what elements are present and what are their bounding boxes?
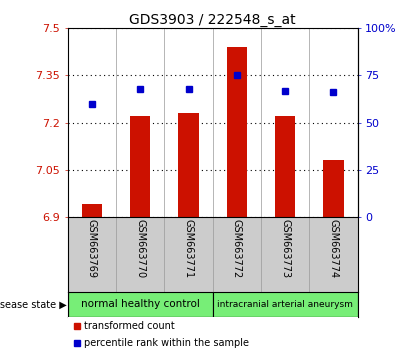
Text: intracranial arterial aneurysm: intracranial arterial aneurysm <box>217 300 353 309</box>
Text: disease state ▶: disease state ▶ <box>0 299 67 309</box>
Bar <box>213 292 358 316</box>
Bar <box>178 113 199 217</box>
Bar <box>82 204 102 217</box>
Text: GSM663769: GSM663769 <box>87 219 97 278</box>
Bar <box>275 116 295 217</box>
Text: normal healthy control: normal healthy control <box>81 299 200 309</box>
Text: GSM663771: GSM663771 <box>184 219 194 278</box>
Bar <box>68 292 213 316</box>
Bar <box>227 47 247 217</box>
Text: GSM663774: GSM663774 <box>328 219 338 278</box>
Text: GSM663773: GSM663773 <box>280 219 290 278</box>
Text: percentile rank within the sample: percentile rank within the sample <box>84 338 249 348</box>
Bar <box>130 116 150 217</box>
Text: transformed count: transformed count <box>84 321 175 331</box>
Text: GSM663772: GSM663772 <box>232 219 242 278</box>
Bar <box>323 160 344 217</box>
Text: GSM663770: GSM663770 <box>135 219 145 278</box>
Title: GDS3903 / 222548_s_at: GDS3903 / 222548_s_at <box>129 13 296 27</box>
